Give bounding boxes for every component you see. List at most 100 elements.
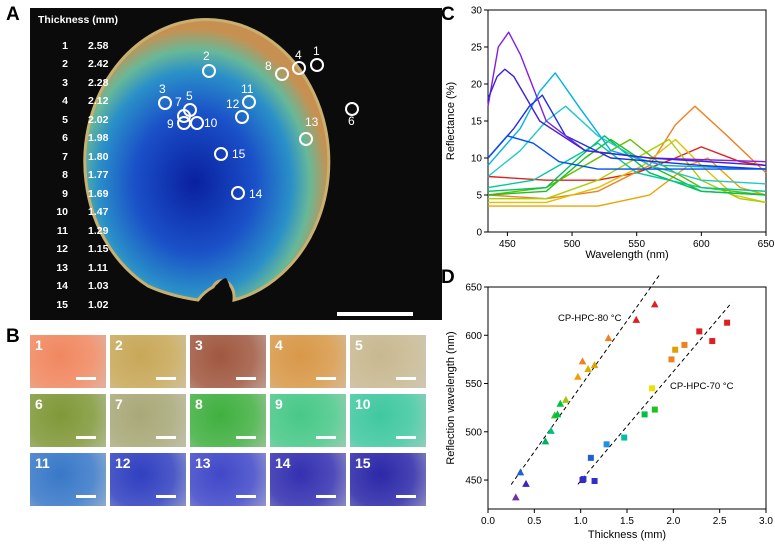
table-row: 3 2.28: [38, 77, 148, 93]
data-point-square: [672, 346, 679, 353]
measurement-spot: [202, 64, 216, 78]
tile-label: 11: [35, 455, 50, 471]
spectrum-line-15: [487, 68, 767, 167]
data-point-triangle: [556, 399, 565, 407]
x-axis-label: Wavelength (nm): [585, 249, 668, 261]
row-thickness: 1.69: [88, 188, 109, 200]
y-tick-label: 30: [471, 6, 483, 17]
panel-label-b: B: [6, 326, 20, 347]
scale-bar: [316, 377, 336, 380]
row-number: 14: [56, 280, 68, 292]
x-tick-label: 0.5: [527, 516, 541, 527]
tile-label: 3: [195, 337, 203, 353]
y-axis-label: Reflectance (%): [445, 82, 457, 160]
spot-label: 2: [203, 49, 210, 63]
data-point-triangle: [604, 334, 613, 342]
y-tick-label: 10: [471, 154, 483, 165]
row-thickness: 2.28: [88, 77, 109, 89]
data-point-square: [651, 406, 658, 413]
row-number: 2: [62, 58, 68, 70]
tile-label: 12: [115, 455, 131, 471]
x-tick-label: 450: [499, 239, 516, 250]
spectrum-line-10: [487, 105, 767, 185]
measurement-spot: [214, 147, 228, 161]
x-tick-label: 2.5: [713, 516, 727, 527]
y-tick-label: 600: [465, 331, 482, 342]
tile-label: 5: [355, 337, 363, 353]
data-point-triangle: [512, 493, 520, 501]
row-thickness: 1.80: [88, 151, 109, 163]
x-tick-label: 1.5: [620, 516, 634, 527]
scale-bar: [396, 377, 416, 380]
spectrum-line-5: [488, 138, 767, 204]
micrograph-tile: 10: [350, 394, 426, 447]
fit-line: [577, 302, 733, 485]
tile-label: 13: [195, 455, 211, 471]
row-number: 13: [56, 262, 68, 274]
spot-label: 3: [159, 82, 166, 96]
measurement-spot: [345, 102, 359, 116]
y-tick-label: 650: [465, 283, 482, 294]
tile-label: 4: [275, 337, 283, 353]
micrograph-tile: 1: [30, 335, 106, 388]
scale-bar: [396, 436, 416, 439]
data-point-square: [724, 319, 731, 326]
data-point-square: [580, 476, 587, 483]
spot-label: 1: [313, 44, 320, 58]
row-thickness: 1.11: [88, 262, 108, 274]
y-tick-label: 25: [471, 43, 483, 54]
x-tick-label: 600: [693, 239, 710, 250]
data-point-triangle: [547, 426, 555, 434]
spot-label: 4: [295, 48, 302, 62]
table-row: 8 1.77: [38, 169, 148, 185]
row-thickness: 2.58: [88, 40, 109, 52]
x-tick-label: 500: [564, 239, 581, 250]
spot-label: 7: [175, 95, 182, 109]
table-row: 2 2.42: [38, 58, 148, 74]
data-point-square: [681, 341, 688, 348]
fit-line: [510, 274, 660, 485]
data-point-triangle: [632, 315, 641, 323]
measurement-spot: [292, 61, 306, 75]
tile-label: 10: [355, 396, 371, 412]
row-thickness: 2.12: [88, 95, 109, 107]
data-point-triangle: [578, 357, 587, 365]
scale-bar: [76, 377, 96, 380]
spot-label: 10: [204, 116, 218, 130]
spectrum-line-8: [487, 135, 767, 196]
reflectance-spectra-chart: 450 500 550 600 650 0 5 10 15 20 25 30 Wavelength …: [445, 6, 775, 262]
scale-bar: [76, 495, 96, 498]
micrograph-tile: 11: [30, 453, 106, 506]
scale-bar: [236, 436, 256, 439]
y-tick-label: 15: [471, 117, 483, 128]
data-point-triangle: [541, 437, 550, 445]
scale-bar: [156, 377, 176, 380]
annotation-80c: CP-HPC-80 °C: [558, 313, 622, 324]
scale-bar: [236, 377, 256, 380]
wavelength-thickness-chart: 0.0 0.5 1.0 1.5 2.0 2.5 3.0 450 500 550 600 650 CP…: [445, 274, 773, 541]
table-row: 5 2.02: [38, 114, 148, 130]
film-photo: [83, 18, 331, 303]
panel-label-c: C: [441, 4, 455, 25]
measurement-spot: [242, 95, 256, 109]
measurement-spot: [235, 110, 249, 124]
y-tick-label: 20: [471, 80, 483, 91]
measurement-spot: [158, 96, 172, 110]
row-number: 3: [62, 77, 68, 89]
micrograph-tile: 13: [190, 453, 266, 506]
table-row: 7 1.80: [38, 151, 148, 167]
spot-label: 13: [305, 115, 319, 129]
measurement-spot: [231, 186, 245, 200]
scale-bar: [396, 495, 416, 498]
data-point-square: [591, 478, 598, 485]
data-point-square: [668, 356, 675, 363]
micrograph-tile: 12: [110, 453, 186, 506]
table-header: Thickness (mm): [38, 14, 118, 26]
row-number: 6: [62, 132, 68, 144]
tile-label: 15: [355, 455, 371, 471]
data-point-square: [696, 328, 703, 335]
tile-label: 14: [275, 455, 291, 471]
micrograph-tile: 3: [190, 335, 266, 388]
x-tick-label: 2.0: [666, 516, 680, 527]
x-tick-label: 550: [628, 239, 645, 250]
